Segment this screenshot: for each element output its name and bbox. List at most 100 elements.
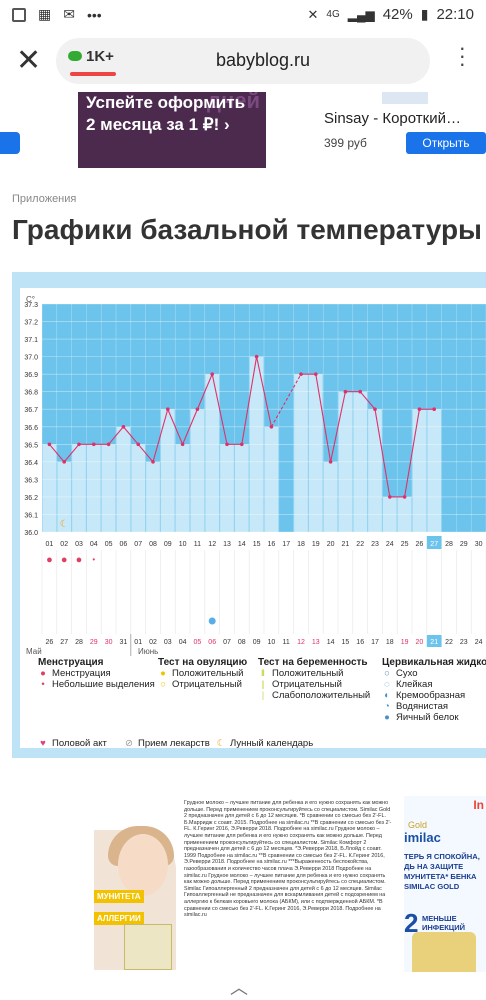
open-button[interactable]: Открыть xyxy=(406,132,486,154)
data-point-day-19 xyxy=(314,372,318,376)
x-tick-day-08: 08 xyxy=(149,541,157,548)
legend-ovulation-positive: Положительный xyxy=(172,668,244,679)
x-tick-day-20: 20 xyxy=(327,541,335,548)
calendar-date-29: 29 xyxy=(90,639,98,646)
bar-day-13 xyxy=(220,444,234,532)
gallery-icon xyxy=(12,7,26,22)
pregnancy-negative-icon: | xyxy=(261,679,265,690)
legend-menstruation-title: Менструация xyxy=(38,657,104,668)
legend-intercourse: ♥ Половой акт xyxy=(38,738,107,749)
plot-background xyxy=(42,304,486,532)
legend-pregnancy-weak: Слабоположительный xyxy=(272,690,371,701)
ad-brand: imilac xyxy=(404,830,441,845)
x-tick-day-12: 12 xyxy=(208,541,216,548)
x-tick-day-24: 24 xyxy=(386,541,394,548)
bar-day-27 xyxy=(427,409,442,532)
bar-day-11 xyxy=(190,409,205,532)
x-tick-day-01: 01 xyxy=(46,541,54,548)
bar-day-01 xyxy=(42,444,57,532)
data-point-day-14 xyxy=(240,442,244,447)
x-tick-day-17: 17 xyxy=(282,541,290,548)
series-line-segment xyxy=(137,443,154,463)
calendar-date-24: 24 xyxy=(475,639,483,646)
x-tick-day-23: 23 xyxy=(371,541,379,548)
series-line-segment xyxy=(182,409,198,445)
series-line-segment xyxy=(256,356,272,427)
chart-inner: 37.3 37.2 37.1 37.0 36.9 36.8 36.7 36.6 36.5 36.4… xyxy=(20,288,486,749)
calendar-date-14: 14 xyxy=(327,639,335,646)
banner-text: Успейте оформить 2 месяца за 1 ₽! › xyxy=(86,93,246,134)
data-point-day-08 xyxy=(151,460,155,464)
data-point-day-22 xyxy=(358,389,363,394)
product-ad[interactable]: Sinsay - Короткий… 399 руб Открыть xyxy=(318,92,486,168)
data-point-day-06 xyxy=(121,424,126,429)
calendar-date-03: 03 xyxy=(164,639,172,646)
ad-tag-allergy: АЛЛЕРГИИ xyxy=(94,912,144,925)
y-tick-label: 36.3 xyxy=(24,477,38,484)
battery-icon: ▮ xyxy=(420,6,429,22)
browser-toolbar: ✕ 1K+ babyblog.ru · · · xyxy=(0,30,486,92)
legend-mucus-title: Цервикальная жидкость xyxy=(382,657,486,668)
calendar-date-27: 27 xyxy=(60,639,68,646)
x-tick-day-02: 02 xyxy=(60,541,68,548)
status-bar: ▦ ✉ ••• ✕ 4G ▂▄▆ 42% ▮ 22:10 xyxy=(0,0,486,30)
address-bar[interactable]: 1K+ babyblog.ru xyxy=(56,38,430,84)
bar-day-03 xyxy=(72,444,86,532)
calendar-date-10: 10 xyxy=(268,639,276,646)
bar-day-12 xyxy=(205,374,220,532)
mucus-watery-icon: ◔ xyxy=(384,701,390,712)
product-image xyxy=(382,92,428,104)
y-tick-label: 36.5 xyxy=(24,442,38,449)
x-tick-day-18: 18 xyxy=(297,541,305,548)
mucus-eggwhite-marker xyxy=(208,617,216,625)
calendar-date-01: 01 xyxy=(134,639,142,646)
x-tick-day-26: 26 xyxy=(416,541,424,548)
month-june: Июнь xyxy=(138,647,158,656)
data-point-day-27 xyxy=(432,407,437,412)
data-point-day-15 xyxy=(254,354,259,359)
calendar-date-13: 13 xyxy=(312,639,320,646)
data-point-day-11 xyxy=(195,407,200,412)
mute-icon: ✕ xyxy=(307,6,319,22)
calendar-date-20: 20 xyxy=(416,639,424,646)
ad-product-image xyxy=(412,932,476,972)
ad-big-number: 2 xyxy=(404,908,419,938)
tab-counter[interactable]: 1K+ xyxy=(68,48,114,65)
product-name: Sinsay - Короткий… xyxy=(324,110,461,127)
bar-day-05 xyxy=(101,444,116,532)
calendar-date-05: 05 xyxy=(194,639,202,646)
mucus-eggwhite-icon: ● xyxy=(384,712,390,723)
x-tick-day-25: 25 xyxy=(401,541,409,548)
ad-left-button[interactable] xyxy=(0,132,20,154)
promo-banner[interactable]: дней Успейте оформить 2 месяца за 1 ₽! › xyxy=(78,92,266,168)
y-tick-label: 36.9 xyxy=(24,372,38,379)
counter-progress xyxy=(70,72,116,76)
ad-slogan: ТЕРЬ Я СПОКОЙНА, ДЬ НА ЗАЩИТЕ МУНИТЕТА* … xyxy=(404,852,480,891)
close-tab-icon[interactable]: ✕ xyxy=(16,44,42,77)
data-point-day-13 xyxy=(225,442,229,447)
calendar-date-02: 02 xyxy=(149,639,157,646)
data-point-day-16 xyxy=(269,424,274,429)
menstruation-drop-icon: ● xyxy=(76,554,83,566)
series-line-segment xyxy=(374,409,391,498)
month-may: Май xyxy=(26,647,42,656)
chart-card: 37.3 37.2 37.1 37.0 36.9 36.8 36.7 36.6 36.5 36.4… xyxy=(12,272,486,758)
legend-pregnancy-negative: Отрицательный xyxy=(272,679,342,690)
legend-ovulation-title: Тест на овуляцию xyxy=(158,657,248,668)
ad-brand-sub: Gold xyxy=(408,820,428,830)
url-text[interactable]: babyblog.ru xyxy=(215,50,311,70)
x-tick-day-09: 09 xyxy=(164,541,172,548)
calendar-date-28: 28 xyxy=(75,639,83,646)
overflow-menu-icon[interactable]: · · · xyxy=(458,35,466,76)
x-tick-day-05: 05 xyxy=(105,541,113,548)
chevron-up-icon[interactable]: ︿ xyxy=(230,978,248,998)
breadcrumb[interactable]: Приложения xyxy=(12,193,77,205)
bar-day-07 xyxy=(131,444,146,532)
similac-ad[interactable]: МУНИТЕТА АЛЛЕРГИИ Грудное молоко – лучше… xyxy=(94,796,486,972)
series-line-segment xyxy=(330,391,346,462)
legend-ovulation: Тест на овуляцию ● Положительный ○ Отрицат… xyxy=(158,657,247,690)
y-tick-label: 36.1 xyxy=(24,512,38,519)
calendar-date-17: 17 xyxy=(371,639,379,646)
x-tick-day-16: 16 xyxy=(268,541,276,548)
series-line-segment xyxy=(270,373,302,428)
